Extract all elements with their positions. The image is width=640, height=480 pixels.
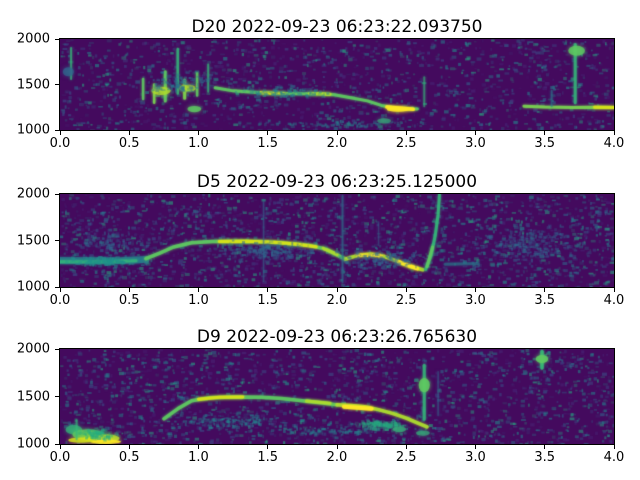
x-tick-mark [475,445,476,449]
x-tick-label: 0.5 [118,450,140,465]
x-tick-label: 3.0 [465,293,486,308]
x-tick-label: 0.0 [49,136,71,151]
x-tick-label: 1.5 [257,136,279,151]
y-tick-mark [55,286,59,288]
x-tick-label: 2.5 [395,450,417,465]
subplot-title: D5 2022-09-23 06:23:25.125000 [196,172,478,192]
x-tick-mark [405,288,407,292]
x-tick-mark [59,288,61,292]
y-tick-label: 2000 [16,31,50,47]
x-axis-ticks: 0.0 0.5 1.0 1.5 2.0 2.5 3.0 3.5 4.0 [50,132,625,151]
x-tick-label: 1.0 [188,293,209,308]
x-tick-mark [544,131,546,135]
spectrogram-canvas [60,194,614,287]
x-tick-label: 1.5 [257,450,279,465]
x-tick-mark [267,288,269,292]
y-tick-label: 2000 [16,186,50,202]
x-tick-label: 2.0 [326,293,348,308]
x-tick-mark [198,288,199,292]
x-tick-label: 0.0 [49,450,71,465]
y-tick-label: 2000 [16,341,50,357]
x-tick-mark [128,288,130,292]
subplot-title: D20 2022-09-23 06:23:22.093750 [191,17,483,37]
y-axis-ticks: 1000 1500 2000 [6,187,60,295]
x-tick-mark [198,445,199,449]
x-tick-label: 2.5 [395,136,417,151]
subplot-title: D9 2022-09-23 06:23:26.765630 [196,327,478,347]
x-tick-label: 0.5 [118,293,140,308]
y-tick-label: 1000 [16,122,50,138]
x-tick-mark [336,131,338,135]
x-tick-mark [128,131,130,135]
y-tick-label: 1500 [16,77,50,92]
y-tick-label: 1500 [16,389,50,404]
x-tick-label: 1.0 [188,136,209,151]
y-tick-mark [55,38,59,40]
subplot-d5: D5 2022-09-23 06:23:25.125000 1000 1500 20… [17,172,624,308]
y-tick-label: 1500 [16,233,50,248]
x-tick-mark [613,445,615,449]
x-tick-mark [475,131,476,135]
x-tick-label: 2.5 [395,293,417,308]
x-tick-mark [405,445,407,449]
x-tick-label: 2.0 [326,450,348,465]
y-tick-label: 1000 [16,279,50,295]
x-tick-mark [267,131,269,135]
x-tick-mark [128,445,130,449]
y-tick-mark [55,443,59,445]
x-tick-mark [336,445,338,449]
subplot-d20: D20 2022-09-23 06:23:22.093750 1000 1500 2… [17,17,624,151]
y-tick-mark [55,84,59,85]
x-tick-mark [59,445,61,449]
y-axis-ticks: 1000 1500 2000 [6,342,60,452]
y-tick-label: 1000 [16,436,50,452]
x-tick-label: 2.0 [326,136,348,151]
y-tick-mark [55,396,59,397]
y-tick-mark [55,240,59,241]
x-tick-label: 1.0 [188,450,209,465]
x-axis-ticks: 0.0 0.5 1.0 1.5 2.0 2.5 3.0 3.5 4.0 [50,446,625,465]
x-tick-label: 0.0 [49,293,71,308]
x-tick-label: 4.0 [603,136,625,151]
x-tick-label: 3.0 [465,450,486,465]
x-tick-mark [405,131,407,135]
x-tick-mark [475,288,476,292]
y-tick-mark [55,348,59,350]
x-tick-mark [544,288,546,292]
spectrogram-canvas [60,39,614,130]
x-tick-mark [336,288,338,292]
x-tick-label: 3.0 [465,136,486,151]
x-tick-label: 1.5 [257,293,279,308]
subplot-d9: D9 2022-09-23 06:23:26.765630 1000 1500 20… [17,327,624,465]
spectrogram-canvas [60,349,614,444]
y-tick-mark [55,129,59,131]
y-axis-ticks: 1000 1500 2000 [6,32,60,138]
x-tick-mark [59,131,61,135]
y-tick-mark [55,193,59,195]
x-tick-mark [544,445,546,449]
x-tick-label: 4.0 [603,450,625,465]
x-tick-label: 3.5 [534,293,556,308]
x-tick-mark [267,445,269,449]
x-tick-mark [613,131,615,135]
x-tick-mark [198,131,199,135]
x-tick-mark [613,288,615,292]
x-tick-label: 4.0 [603,293,625,308]
x-axis-ticks: 0.0 0.5 1.0 1.5 2.0 2.5 3.0 3.5 4.0 [50,289,625,308]
x-tick-label: 3.5 [534,450,556,465]
x-tick-label: 3.5 [534,136,556,151]
x-tick-label: 0.5 [118,136,140,151]
